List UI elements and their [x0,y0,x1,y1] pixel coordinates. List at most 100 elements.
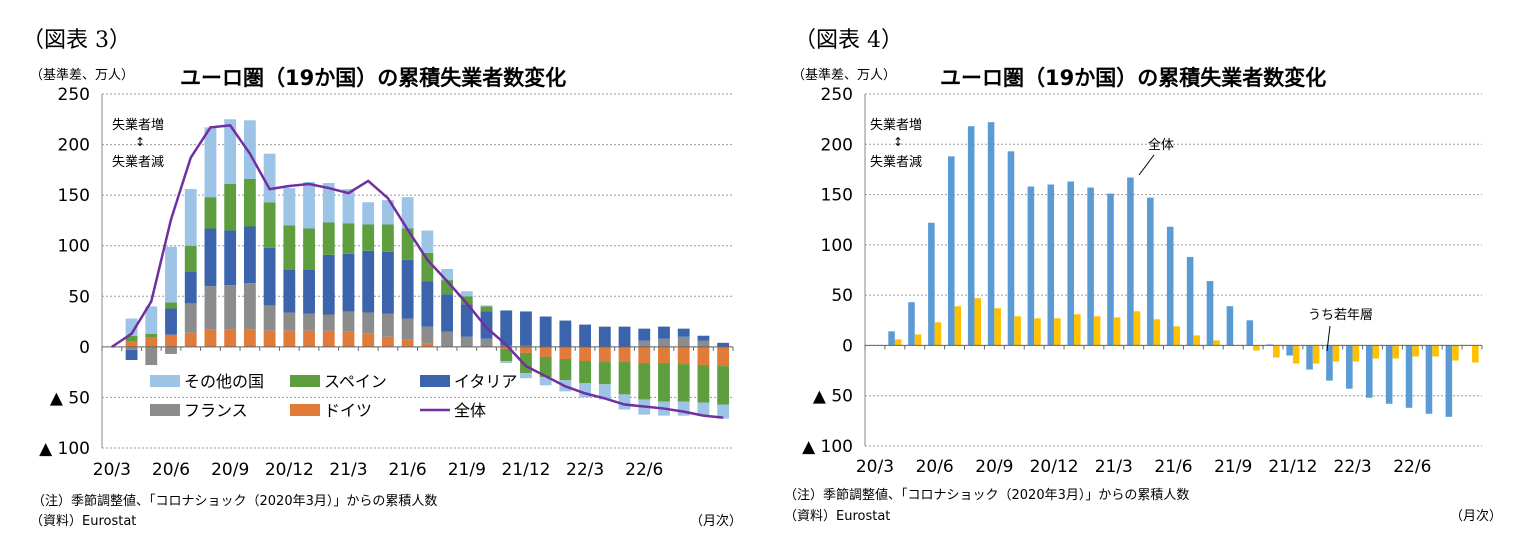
x-tick-label: 21/9 [1214,457,1252,477]
bar-youth [1213,340,1220,346]
bar-segment [342,331,355,347]
bar-segment [165,346,177,354]
bar-segment [125,341,138,347]
bar-total [1027,186,1035,346]
bar-segment [480,311,493,339]
legend-swatch [290,404,320,416]
bar-segment [579,346,592,362]
bar-segment [697,402,710,416]
bar-segment [224,184,237,231]
bar-segment [460,304,473,337]
bar-segment [243,178,256,227]
bar-segment [539,356,552,378]
y-tick-label: ▲ 100 [802,437,853,457]
bar-segment [618,394,631,410]
bar-segment [303,269,315,314]
source-line: （資料）Eurostat [30,514,137,529]
bar-youth [1054,318,1061,346]
annotation-youth: うち若年層 [1308,307,1373,323]
bar-segment [362,312,375,334]
bar-segment [165,308,177,335]
bar-segment [145,346,158,366]
bar-segment [184,332,197,347]
bar-segment [520,352,532,374]
bar-segment [322,222,335,255]
bar-youth [1113,317,1121,346]
bar-segment [382,313,394,337]
x-tick-label: 20/3 [93,460,131,480]
bar-segment [618,346,631,363]
legend-label: スペイン [324,372,387,391]
bar-segment [283,312,296,331]
bar-segment [618,362,631,395]
bar-total [1425,345,1433,414]
bar-segment [342,311,355,332]
bar-youth [1073,314,1081,346]
y-tick-label: 50 [831,286,853,306]
figure-label: （図表 3） [22,28,131,53]
bar-segment [283,188,296,226]
source-line: （資料）Eurostat [784,509,891,524]
y-tick-label: 0 [842,336,853,356]
bar-segment [184,272,197,304]
annotation-pointer [1138,154,1155,176]
bar-segment [717,346,730,367]
bar-total [1405,345,1413,408]
bar-total [1067,181,1074,346]
legend-swatch [150,404,180,416]
bar-total [1007,151,1015,346]
bar-segment [480,338,493,347]
bar-segment [401,197,414,229]
bar-youth [1014,316,1021,346]
bar-segment [717,342,730,347]
bar-segment [342,253,355,312]
bar-segment [263,153,276,203]
bar-total [1365,345,1373,398]
bar-segment [559,358,572,381]
bar-total [1445,345,1453,417]
bar-segment [303,181,315,229]
x-tick-label: 20/9 [211,460,249,480]
bar-youth [934,322,942,346]
bar-youth [894,339,902,346]
bar-segment [618,326,631,347]
bar-total [908,302,915,346]
bar-segment [520,346,532,353]
bar-segment [382,251,394,314]
bar-segment [401,259,414,319]
bar-segment [204,286,217,330]
bar-total [967,126,975,346]
bar-segment [697,335,710,341]
legend-swatch [290,375,320,387]
bar-total [1166,226,1174,346]
bar-total [947,156,955,346]
bar-segment [204,127,217,198]
bar-total [1147,197,1154,346]
bar-segment [401,339,414,347]
bar-segment [362,202,375,225]
bar-segment [658,363,670,402]
bar-segment [184,189,197,246]
bar-segment [283,225,296,270]
bar-segment [638,340,651,347]
chart-title: ユーロ圏（19か国）の累積失業者数変化 [180,66,567,90]
annotation-pointer [1326,325,1331,352]
bar-segment [559,320,572,347]
bar-segment [500,346,513,349]
bar-segment [658,326,670,339]
bar-youth [1133,311,1141,346]
y-tick-label: ▲ 100 [39,439,90,459]
bar-segment [500,348,513,362]
y-tick-label: 0 [79,338,90,358]
y-tick-label: 150 [58,186,90,206]
bar-segment [579,361,592,384]
bar-total [928,222,935,346]
bar-segment [204,197,217,229]
bar-segment [204,329,217,347]
bar-youth [1452,345,1459,361]
bar-segment [441,280,453,295]
bar-segment [382,200,394,225]
y-tick-label: 50 [68,287,90,307]
bar-youth [1193,335,1200,346]
